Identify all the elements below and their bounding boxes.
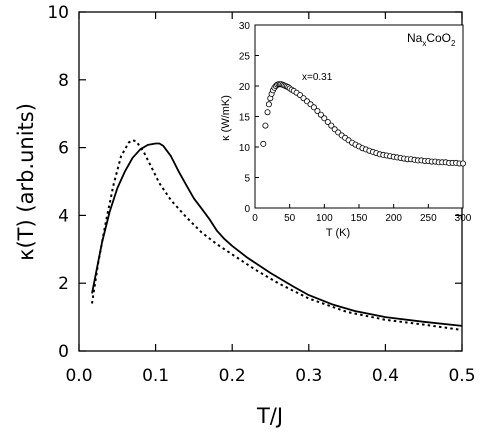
inset-data-point: [260, 140, 267, 147]
main-x-tick-label: 0.1: [142, 366, 169, 386]
inset-data-point: [264, 109, 271, 116]
inset-y-tick-label: 5: [244, 174, 250, 185]
inset-data-point: [265, 101, 272, 108]
solid-curve: [91, 142, 463, 327]
inset-x-tick-label: 100: [316, 213, 333, 224]
inset-data-point: [314, 108, 321, 115]
inset-y-tick-label: 20: [239, 82, 251, 93]
inset-plot: 0 50 100 150 200 250 300 0 5 10 15 20 25 30 T (K) κ …: [220, 21, 472, 239]
main-x-tick-label: 0.0: [65, 366, 92, 386]
main-y-tick-label: 0: [58, 342, 69, 362]
inset-y-tick-label: 25: [239, 52, 251, 63]
inset-series-group: [260, 81, 466, 167]
inset-x-axis: 0 50 100 150 200 250 300: [252, 204, 472, 224]
legend-sub-x: x: [422, 39, 426, 48]
inset-y-tick-label: 0: [244, 204, 250, 215]
inset-y-axis-label: κ (W/mK): [220, 95, 232, 141]
inset-data-point: [262, 122, 269, 129]
main-y-tick-label: 6: [58, 139, 69, 159]
main-plot: 0.0 0.1 0.2 0.3 0.4 0.5 0 2 4 6 8 10 T/J κ(T) (arb…: [14, 3, 476, 428]
inset-data-point: [459, 160, 466, 167]
inset-x-axis-label: T (K): [326, 227, 350, 239]
inset-x-tick-label: 200: [385, 213, 402, 224]
inset-data-point: [321, 115, 328, 122]
inset-plot-background: [255, 25, 463, 208]
main-x-tick-label: 0.4: [372, 366, 399, 386]
main-y-tick-label: 8: [58, 71, 69, 91]
legend-coo: CoO: [426, 31, 451, 45]
legend-sub-2: 2: [451, 39, 456, 48]
inset-data-point: [317, 111, 324, 118]
main-y-tick-label: 10: [47, 3, 69, 23]
inset-legend: NaxCoO2: [407, 31, 456, 48]
inset-y-tick-label: 30: [239, 21, 251, 32]
inset-data-point: [328, 122, 335, 129]
main-x-tick-label: 0.3: [295, 366, 322, 386]
inset-x-tick-label: 0: [252, 213, 258, 224]
main-x-tick-label: 0.5: [448, 366, 475, 386]
main-y-axis: 0 2 4 6 8 10: [47, 3, 462, 362]
inset-y-tick-label: 10: [239, 143, 251, 154]
inset-data-point: [310, 104, 317, 111]
main-x-tick-label: 0.2: [219, 366, 246, 386]
main-y-tick-label: 2: [58, 274, 69, 294]
main-y-tick-label: 4: [58, 206, 69, 226]
inset-y-tick-label: 15: [239, 113, 251, 124]
inset-x-tick-label: 50: [284, 213, 296, 224]
main-series-group: [91, 139, 463, 331]
inset-data-point: [324, 119, 331, 126]
inset-x-tick-label: 300: [455, 213, 472, 224]
inset-annotation: x=0.31: [302, 72, 333, 83]
legend-na: Na: [407, 31, 423, 45]
inset-x-tick-label: 250: [420, 213, 437, 224]
main-x-axis: 0.0 0.1 0.2 0.3 0.4 0.5: [65, 12, 476, 386]
main-x-axis-label: T/J: [256, 404, 283, 428]
inset-x-tick-label: 150: [351, 213, 368, 224]
main-y-axis-label: κ(T) (arb.units): [14, 103, 38, 261]
inset-y-axis: 0 5 10 15 20 25 30: [239, 21, 259, 215]
